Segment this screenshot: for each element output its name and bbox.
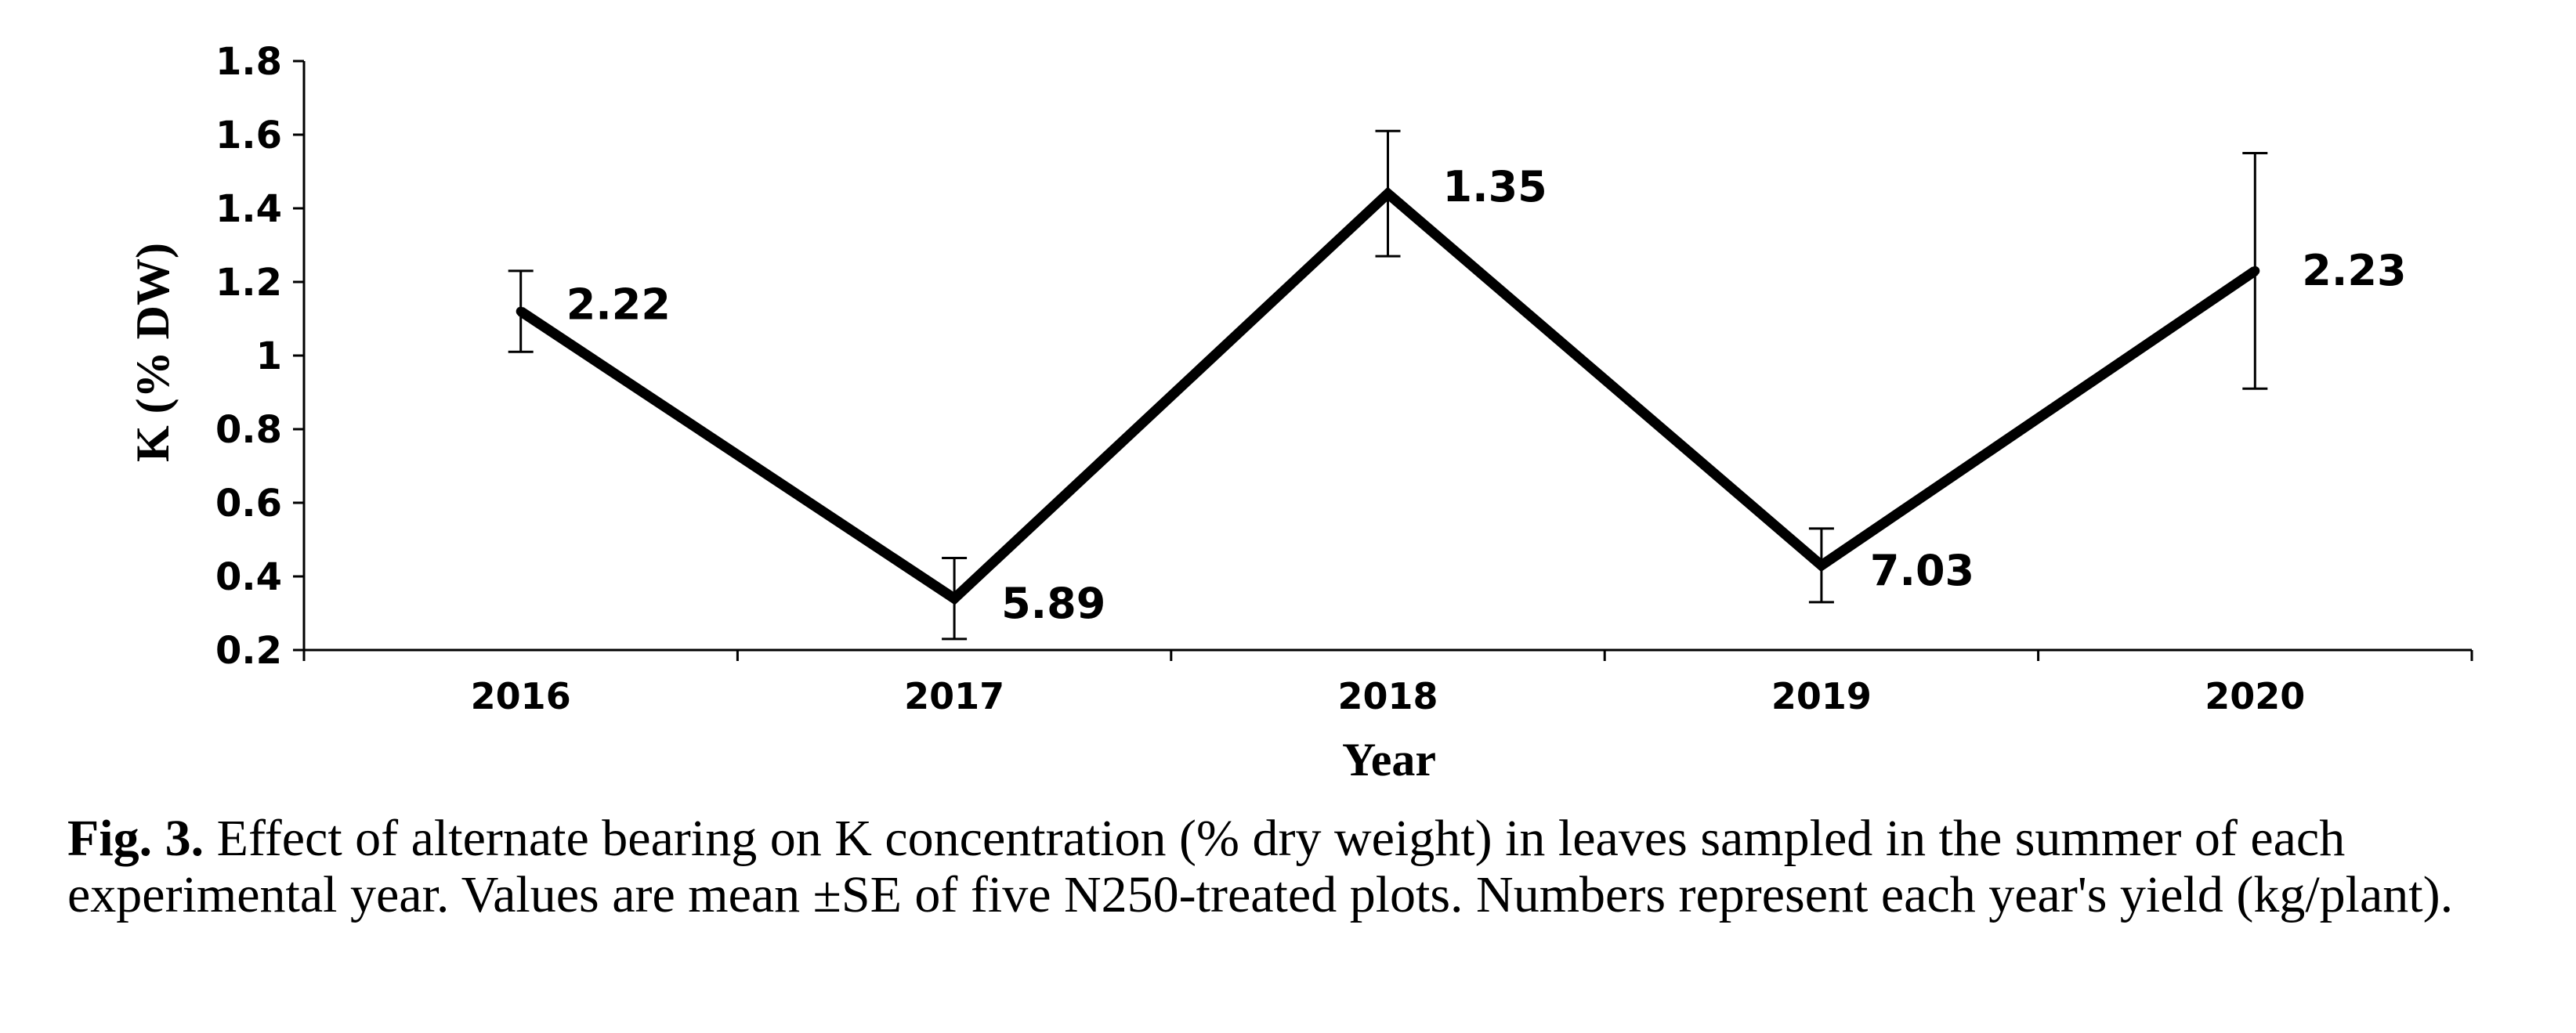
data-label: 2.23: [2302, 246, 2406, 295]
x-tick-label: 2020: [2205, 675, 2305, 717]
data-labels: 2.22 5.89 1.35 7.03 2.23: [566, 162, 2407, 628]
y-tick-label: 1: [256, 334, 282, 378]
y-tick-label: 0.6: [215, 482, 282, 526]
y-tick-label: 1.4: [215, 187, 282, 231]
error-bars: [508, 129, 2268, 641]
data-points: [516, 189, 2260, 604]
data-point: [1383, 189, 1393, 199]
data-label: 2.22: [566, 280, 671, 330]
data-point: [1816, 560, 1826, 570]
chart: 0.20.40.60.811.21.41.61.8 2016 2017 2018 20…: [127, 40, 2473, 783]
x-tick-label: 2019: [1771, 675, 1872, 717]
figure-caption: Fig. 3. Effect of alternate bearing on K…: [67, 811, 2551, 923]
data-label: 7.03: [1870, 546, 1974, 595]
x-tick-label: 2017: [904, 675, 1004, 717]
data-label: 1.35: [1443, 162, 1547, 211]
x-axis-title: Year: [1342, 734, 1436, 783]
x-axis: 2016 2017 2018 2019 2020: [302, 648, 2473, 717]
y-tick-label: 0.8: [215, 408, 282, 452]
data-point: [2250, 265, 2260, 276]
x-tick-label: 2018: [1337, 675, 1438, 717]
figure-label: Fig. 3.: [67, 810, 204, 867]
y-tick-label: 1.6: [215, 114, 282, 157]
data-label: 5.89: [1001, 579, 1105, 628]
y-tick-label: 0.4: [215, 555, 282, 599]
figure-caption-text: Effect of alternate bearing on K concent…: [67, 810, 2454, 923]
data-point: [950, 594, 960, 604]
y-axis: 0.2 0.4 0.6 0.8 1 1.2 1.4 1.6 1.8: [215, 40, 306, 673]
y-tick-label: 0.2: [215, 629, 282, 673]
y-tick-label: 1.2: [215, 261, 282, 305]
data-point: [516, 306, 526, 316]
y-tick-label: 1.8: [215, 40, 282, 84]
x-tick-label: 2016: [471, 675, 571, 717]
y-axis-title: K (% DW): [127, 243, 179, 462]
